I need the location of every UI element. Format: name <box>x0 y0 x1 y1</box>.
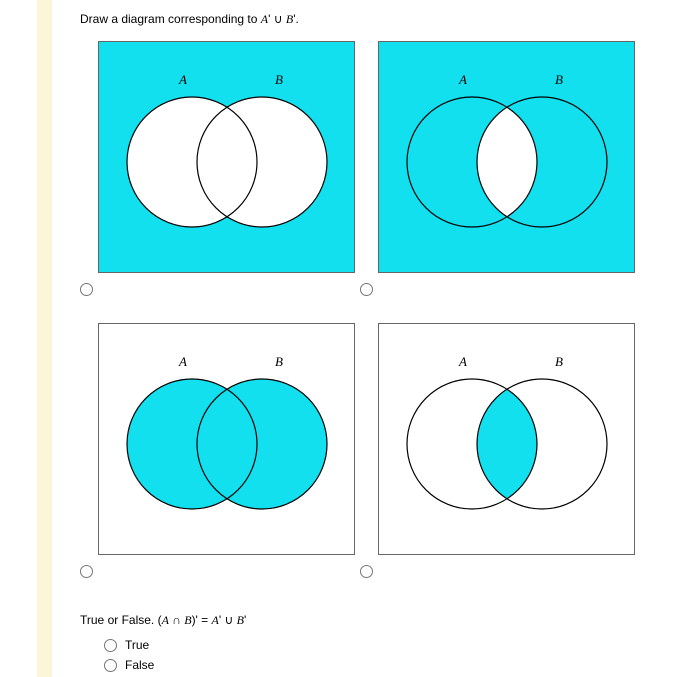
venn-option-1: A B <box>80 41 360 323</box>
venn-diagram-3: A B <box>98 323 355 555</box>
tf-option-true[interactable]: True <box>104 638 700 652</box>
venn-radio-row-4 <box>360 565 373 581</box>
venn-option-4: A B <box>360 323 640 605</box>
svg-text:A: A <box>458 354 467 369</box>
svg-text:A: A <box>178 72 187 87</box>
svg-text:B: B <box>555 354 563 369</box>
tf-option-false[interactable]: False <box>104 658 700 672</box>
content-area: Draw a diagram corresponding to A' ∪ B'.… <box>52 0 700 677</box>
venn-radio-row-3 <box>80 565 93 581</box>
true-false-block: True or False. (A ∩ B)' = A' ∪ B' True F… <box>80 613 700 672</box>
side-strip <box>0 0 52 677</box>
svg-text:B: B <box>275 354 283 369</box>
side-strip-highlight <box>37 0 52 677</box>
tf-label-true: True <box>125 638 149 652</box>
page: Draw a diagram corresponding to A' ∪ B'.… <box>0 0 700 677</box>
svg-text:A: A <box>178 354 187 369</box>
venn-radio-4[interactable] <box>360 565 373 578</box>
svg-text:B: B <box>275 72 283 87</box>
question-prompt: Draw a diagram corresponding to A' ∪ B'. <box>80 12 700 27</box>
venn-radio-1[interactable] <box>80 283 93 296</box>
venn-options-grid: A B A B A B A B <box>80 41 700 605</box>
venn-diagram-2: A B <box>378 41 635 273</box>
venn-radio-3[interactable] <box>80 565 93 578</box>
tf-label-false: False <box>125 658 154 672</box>
venn-diagram-4: A B <box>378 323 635 555</box>
venn-option-3: A B <box>80 323 360 605</box>
svg-text:B: B <box>555 72 563 87</box>
venn-radio-2[interactable] <box>360 283 373 296</box>
tf-radio-false[interactable] <box>104 659 117 672</box>
venn-radio-row-1 <box>80 283 93 299</box>
tf-radio-true[interactable] <box>104 639 117 652</box>
svg-text:A: A <box>458 72 467 87</box>
tf-prompt: True or False. (A ∩ B)' = A' ∪ B' <box>80 613 700 628</box>
venn-diagram-1: A B <box>98 41 355 273</box>
venn-radio-row-2 <box>360 283 373 299</box>
venn-option-2: A B <box>360 41 640 323</box>
